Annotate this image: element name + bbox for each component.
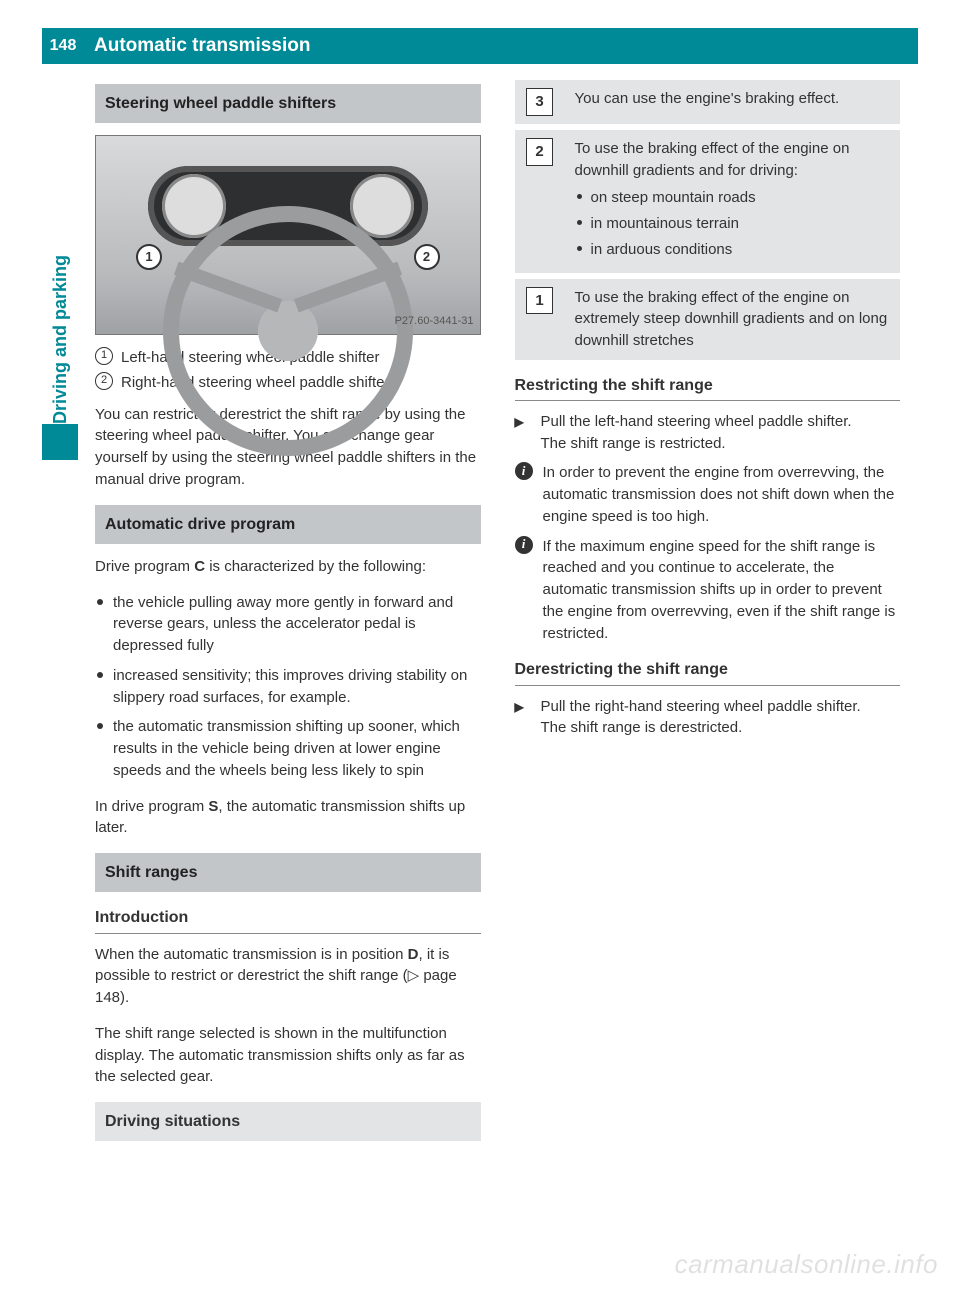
gear-row-1: 1 To use the braking effect of the engin… bbox=[515, 276, 901, 360]
sub-heading-introduction: Introduction bbox=[95, 906, 481, 933]
triangle-icon bbox=[515, 696, 531, 740]
gear-desc-2: To use the braking effect of the engine … bbox=[565, 127, 901, 276]
gear-icon-1: 1 bbox=[526, 287, 552, 315]
gear-row-3: 3 You can use the engine's braking effec… bbox=[515, 80, 901, 127]
content-area: Steering wheel paddle shifters 1 2 P27.6… bbox=[95, 80, 900, 1252]
derestrict-result: The shift range is derestricted. bbox=[541, 717, 861, 739]
restrict-step: Pull the left-hand steering wheel paddle… bbox=[515, 411, 901, 455]
gear2-sub3: in arduous conditions bbox=[575, 239, 891, 261]
callout-1: 1 bbox=[136, 244, 162, 270]
side-tab: Driving and parking bbox=[42, 200, 78, 460]
gear2-sub1: on steep mountain roads bbox=[575, 187, 891, 209]
section-heading-paddle: Steering wheel paddle shifters bbox=[95, 84, 481, 123]
gear-icon-3: 3 bbox=[526, 88, 552, 116]
shift-intro-text: When the automatic transmission is in po… bbox=[95, 944, 481, 1009]
callout-2: 2 bbox=[414, 244, 440, 270]
steering-wheel-graphic bbox=[163, 206, 413, 456]
section-heading-auto-program: Automatic drive program bbox=[95, 505, 481, 544]
triangle-icon bbox=[515, 411, 531, 455]
figure-steering-wheel: 1 2 P27.60-3441-31 bbox=[95, 135, 481, 335]
restrict-action: Pull the left-hand steering wheel paddle… bbox=[541, 411, 852, 433]
info-note-2: i If the maximum engine speed for the sh… bbox=[515, 536, 901, 645]
drive-program-bullets: the vehicle pulling away more gently in … bbox=[95, 592, 481, 782]
info-text-1: In order to prevent the engine from over… bbox=[543, 462, 901, 527]
gear-desc-1: To use the braking effect of the engine … bbox=[565, 276, 901, 360]
bullet-2: increased sensitivity; this improves dri… bbox=[95, 665, 481, 709]
figure-id: P27.60-3441-31 bbox=[395, 314, 474, 330]
page-header: 148 Automatic transmission bbox=[42, 28, 918, 64]
gear-row-2: 2 To use the braking effect of the engin… bbox=[515, 127, 901, 276]
sub-heading-derestrict: Derestricting the shift range bbox=[515, 658, 901, 685]
drive-program-s: In drive program S, the automatic transm… bbox=[95, 796, 481, 840]
bullet-3: the automatic transmission shifting up s… bbox=[95, 716, 481, 781]
gear-desc-3: You can use the engine's braking effect. bbox=[565, 80, 901, 127]
watermark: carmanualsonline.info bbox=[675, 1246, 938, 1284]
chapter-title: Automatic transmission bbox=[84, 32, 310, 60]
side-tab-label: Driving and parking bbox=[47, 249, 73, 424]
drive-program-intro: Drive program C is characterized by the … bbox=[95, 556, 481, 578]
legend-num-1: 1 bbox=[95, 347, 113, 365]
section-heading-shift-ranges: Shift ranges bbox=[95, 853, 481, 892]
restrict-result: The shift range is restricted. bbox=[541, 433, 852, 455]
info-note-1: i In order to prevent the engine from ov… bbox=[515, 462, 901, 527]
shift-display-text: The shift range selected is shown in the… bbox=[95, 1023, 481, 1088]
bullet-1: the vehicle pulling away more gently in … bbox=[95, 592, 481, 657]
page-number: 148 bbox=[42, 28, 84, 64]
gear2-sub2: in mountainous terrain bbox=[575, 213, 891, 235]
info-icon: i bbox=[515, 462, 533, 480]
gear-icon-2: 2 bbox=[526, 138, 552, 166]
info-text-2: If the maximum engine speed for the shif… bbox=[543, 536, 901, 645]
info-icon: i bbox=[515, 536, 533, 554]
sub-heading-situations: Driving situations bbox=[95, 1102, 481, 1141]
derestrict-action: Pull the right-hand steering wheel paddl… bbox=[541, 696, 861, 718]
sub-heading-restrict: Restricting the shift range bbox=[515, 374, 901, 401]
legend-num-2: 2 bbox=[95, 372, 113, 390]
derestrict-step: Pull the right-hand steering wheel paddl… bbox=[515, 696, 901, 740]
gear-table: 3 You can use the engine's braking effec… bbox=[515, 80, 901, 360]
side-tab-box bbox=[42, 424, 78, 460]
